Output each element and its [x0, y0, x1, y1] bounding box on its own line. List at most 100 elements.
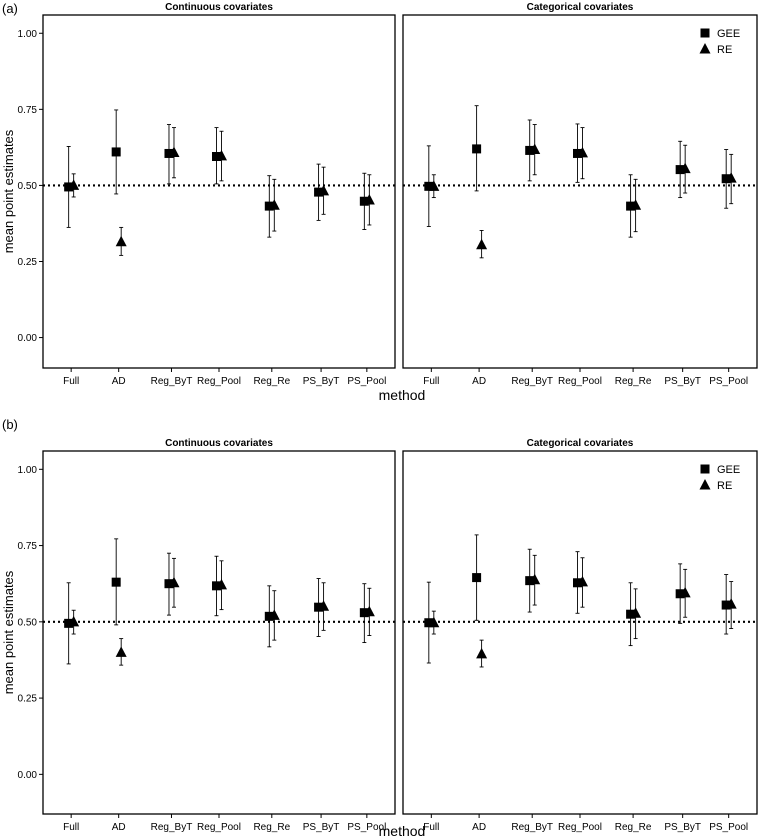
x-tick-label: AD — [472, 376, 486, 387]
point-gee — [675, 165, 685, 175]
legend-label: RE — [717, 480, 732, 492]
point-re — [318, 600, 330, 611]
point-re — [363, 194, 375, 205]
point-gee — [212, 152, 221, 162]
x-tick-label: Reg_Re — [253, 376, 290, 387]
point-re — [725, 172, 737, 183]
x-tick-label: Full — [423, 822, 439, 833]
legend-square-icon — [700, 28, 710, 38]
y-axis-label: mean point estimates — [1, 129, 16, 253]
x-tick-label: Reg_Re — [615, 822, 652, 833]
point-re — [115, 235, 127, 247]
point-gee — [626, 609, 636, 619]
point-re — [630, 607, 642, 618]
point-re — [476, 238, 488, 250]
point-re — [630, 199, 642, 210]
x-axis-label: method — [379, 387, 426, 403]
x-tick-label: Reg_ByT — [511, 822, 553, 833]
y-tick-label: 0.25 — [18, 694, 38, 705]
y-tick-label: 0.50 — [18, 181, 38, 192]
facet-title: Categorical covariates — [527, 438, 634, 449]
point-gee — [573, 578, 582, 588]
y-axis-label: mean point estimates — [1, 570, 16, 694]
x-tick-label: Reg_Re — [615, 376, 652, 387]
point-gee — [626, 201, 636, 211]
point-gee — [675, 589, 685, 599]
x-tick-label: Reg_Pool — [558, 376, 602, 387]
point-re — [428, 180, 440, 191]
point-re — [725, 598, 737, 609]
x-tick-label: PS_ByT — [664, 376, 701, 387]
x-tick-label: Reg_ByT — [151, 822, 193, 833]
point-re — [363, 605, 375, 617]
x-axis-label: method — [379, 823, 426, 839]
point-re — [577, 146, 588, 158]
y-tick-label: 0.50 — [18, 617, 38, 628]
point-re — [529, 143, 541, 155]
point-re — [428, 616, 440, 628]
panel-label-a: (a) — [2, 1, 18, 16]
facet-frame — [42, 14, 396, 369]
facet-title: Continuous covariates — [165, 438, 273, 449]
x-tick-label: Full — [63, 822, 79, 833]
x-tick-label: PS_ByT — [303, 376, 340, 387]
y-tick-label: 0.00 — [18, 770, 38, 781]
y-tick-label: 1.00 — [18, 29, 38, 40]
x-tick-label: Full — [63, 376, 79, 387]
point-gee — [264, 611, 274, 621]
point-gee — [721, 174, 731, 184]
y-tick-label: 1.00 — [18, 465, 38, 476]
point-re — [68, 179, 80, 190]
facet-frame — [402, 450, 758, 815]
point-gee — [264, 201, 274, 211]
point-re — [318, 184, 330, 196]
facet-a-continuous: Continuous covariates 1.00 0.75 0.50 0.25 0.0… — [1, 2, 396, 387]
point-re — [577, 575, 588, 587]
facet-b-categorical: Categorical covariates Full AD Reg_ByT Reg_P… — [402, 438, 758, 833]
point-gee — [359, 196, 369, 206]
point-gee — [573, 148, 582, 158]
point-gee — [212, 581, 221, 591]
point-re — [68, 615, 80, 627]
point-gee — [111, 577, 121, 587]
x-tick-label: AD — [112, 376, 126, 387]
point-gee — [64, 618, 74, 628]
x-tick-label: PS_Pool — [709, 376, 748, 387]
panel-label-b: (b) — [2, 417, 18, 432]
point-gee — [164, 579, 174, 589]
point-gee — [111, 147, 121, 157]
point-re — [115, 646, 127, 657]
legend-label: GEE — [717, 464, 740, 476]
point-gee — [314, 187, 324, 197]
legend: GEE RE — [699, 464, 740, 492]
legend-square-icon — [700, 464, 710, 474]
legend-triangle-icon — [699, 43, 711, 54]
point-re — [268, 199, 280, 210]
x-tick-label: PS_Pool — [347, 822, 386, 833]
point-re — [216, 149, 227, 161]
point-gee — [525, 576, 535, 586]
point-gee — [525, 145, 535, 155]
legend-label: GEE — [717, 28, 740, 40]
legend-triangle-icon — [699, 479, 711, 490]
y-tick-label: 0.25 — [18, 257, 38, 268]
facet-a-categorical: Categorical covariates Full AD Reg_ByT Reg_P… — [402, 2, 758, 387]
point-gee — [721, 600, 731, 610]
legend: GEE RE — [699, 28, 740, 56]
point-re — [476, 647, 488, 659]
x-tick-label: Reg_Pool — [197, 822, 241, 833]
legend-label: RE — [717, 44, 732, 56]
point-gee — [424, 181, 434, 191]
point-gee — [424, 618, 434, 628]
y-tick-label: 0.75 — [18, 105, 38, 116]
x-tick-label: Reg_ByT — [511, 376, 553, 387]
point-re — [168, 576, 180, 588]
x-tick-label: AD — [112, 822, 126, 833]
facet-frame — [402, 14, 758, 369]
x-tick-label: PS_ByT — [303, 822, 340, 833]
facet-title: Continuous covariates — [165, 2, 273, 13]
facet-title: Categorical covariates — [527, 2, 634, 13]
facet-b-continuous: Continuous covariates 1.00 0.75 0.50 0.25 0.0… — [1, 438, 396, 833]
